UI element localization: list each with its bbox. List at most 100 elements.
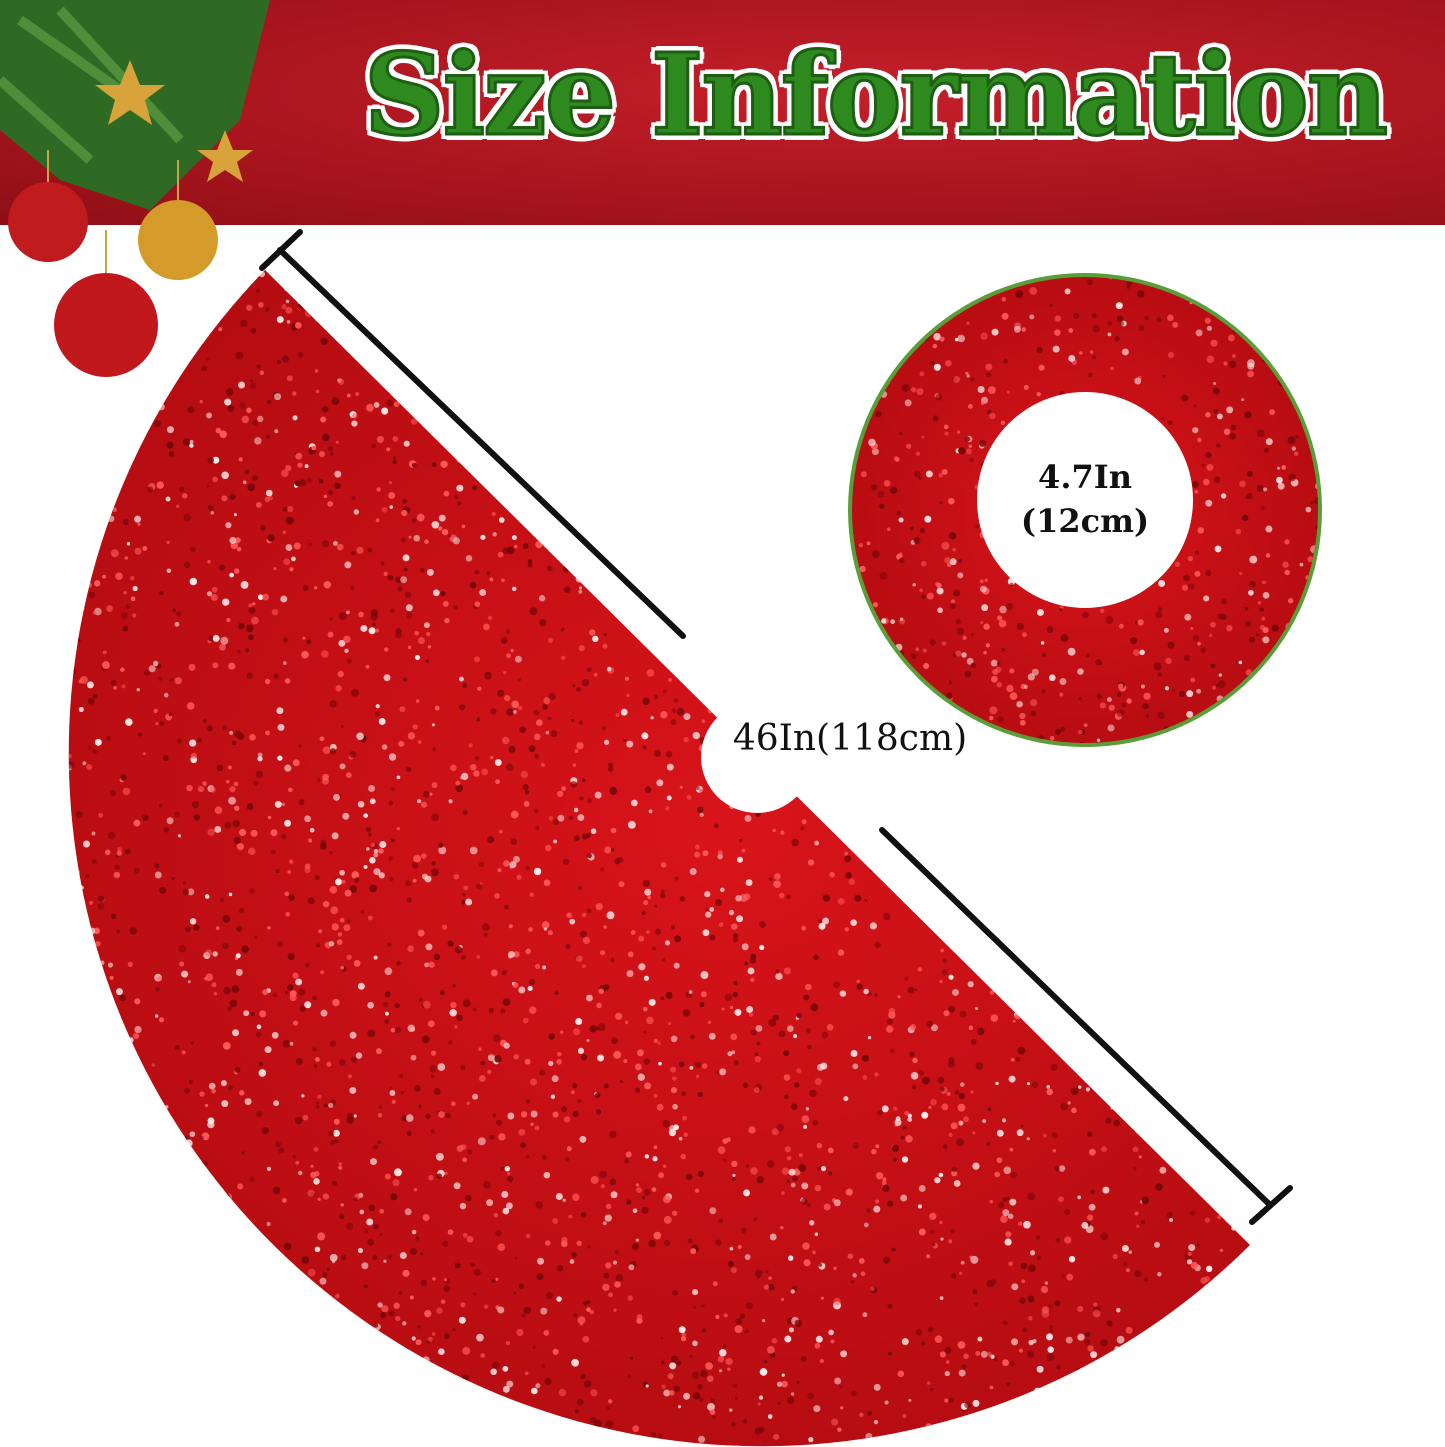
sequin: [1182, 259, 1187, 264]
sequin: [991, 328, 999, 336]
sequin: [727, 1260, 734, 1267]
sequin: [598, 585, 602, 589]
sequin: [459, 1202, 467, 1210]
sequin: [206, 591, 213, 597]
sequin: [1246, 470, 1253, 477]
sequin: [1317, 676, 1318, 685]
sequin: [492, 532, 497, 537]
sequin: [964, 436, 970, 442]
sequin: [1043, 1133, 1047, 1138]
sequin: [194, 1360, 201, 1367]
sequin: [529, 1078, 538, 1086]
sequin: [537, 388, 545, 395]
sequin: [490, 439, 496, 445]
sequin: [373, 955, 378, 960]
sequin: [1126, 1030, 1133, 1038]
sequin: [956, 627, 965, 635]
sequin: [635, 1238, 639, 1242]
sequin: [125, 1316, 131, 1321]
sequin: [548, 1060, 554, 1067]
sequin: [93, 1322, 97, 1327]
sequin: [428, 961, 435, 968]
sequin: [835, 571, 844, 580]
sequin: [887, 1303, 893, 1309]
sequin: [111, 1419, 118, 1427]
sequin: [848, 270, 855, 272]
sequin: [875, 347, 881, 353]
sequin: [626, 693, 630, 698]
sequin: [1290, 1386, 1295, 1391]
sequin: [709, 1207, 717, 1215]
sequin: [1044, 1281, 1049, 1285]
sequin: [1068, 1256, 1076, 1263]
sequin: [322, 1272, 328, 1278]
sequin: [944, 1370, 950, 1377]
sequin: [355, 1052, 363, 1059]
sequin: [353, 1410, 360, 1417]
sequin: [1058, 983, 1066, 990]
sequin: [995, 978, 1003, 986]
sequin: [483, 623, 490, 631]
sequin: [1233, 1421, 1240, 1428]
sequin: [557, 814, 565, 822]
sequin: [679, 520, 685, 526]
sequin: [731, 1421, 736, 1427]
sequin: [365, 664, 370, 669]
sequin: [196, 1405, 203, 1412]
sequin: [1006, 1382, 1011, 1387]
sequin: [897, 789, 905, 797]
sequin: [438, 1348, 445, 1356]
sequin: [1222, 281, 1231, 290]
sequin: [829, 345, 836, 352]
sequin: [837, 313, 843, 318]
sequin: [363, 1284, 368, 1289]
sequin: [1109, 1429, 1115, 1435]
sequin: [996, 1415, 1001, 1419]
sequin: [1183, 916, 1190, 923]
sequin: [1158, 1371, 1164, 1377]
sequin: [1059, 794, 1067, 802]
sequin: [920, 313, 925, 318]
sequin: [586, 1038, 590, 1042]
sequin: [1006, 684, 1014, 693]
sequin: [558, 1388, 567, 1397]
sequin: [600, 867, 605, 872]
sequin: [271, 608, 279, 616]
sequin: [1288, 1035, 1293, 1040]
sequin: [1153, 662, 1162, 671]
sequin: [456, 1145, 464, 1152]
sequin: [179, 961, 185, 967]
sequin: [321, 433, 330, 442]
sequin: [1243, 726, 1251, 734]
sequin: [483, 1180, 491, 1189]
sequin: [819, 1358, 825, 1364]
sequin: [163, 692, 169, 698]
sequin: [859, 565, 866, 573]
sequin: [1040, 1285, 1049, 1294]
sequin: [1192, 1116, 1197, 1122]
sequin: [1178, 1312, 1184, 1317]
sequin: [500, 1008, 506, 1014]
sequin: [981, 1442, 988, 1447]
sequin: [889, 1048, 895, 1054]
sequin: [607, 1399, 613, 1404]
sequin: [159, 886, 167, 894]
sequin: [445, 393, 451, 399]
sequin: [569, 918, 576, 925]
sequin: [860, 471, 867, 478]
sequin: [1277, 778, 1284, 785]
sequin: [364, 355, 369, 360]
sequin: [58, 632, 63, 637]
sequin: [727, 1367, 731, 1371]
sequin: [677, 463, 685, 471]
sequin: [100, 510, 109, 518]
sequin: [199, 1435, 205, 1441]
sequin: [597, 568, 604, 575]
sequin: [338, 1165, 343, 1170]
sequin: [662, 273, 670, 282]
sequin: [892, 344, 900, 353]
sequin: [110, 679, 117, 686]
sequin: [518, 1128, 526, 1136]
sequin: [882, 1184, 890, 1193]
sequin: [1123, 1021, 1130, 1027]
